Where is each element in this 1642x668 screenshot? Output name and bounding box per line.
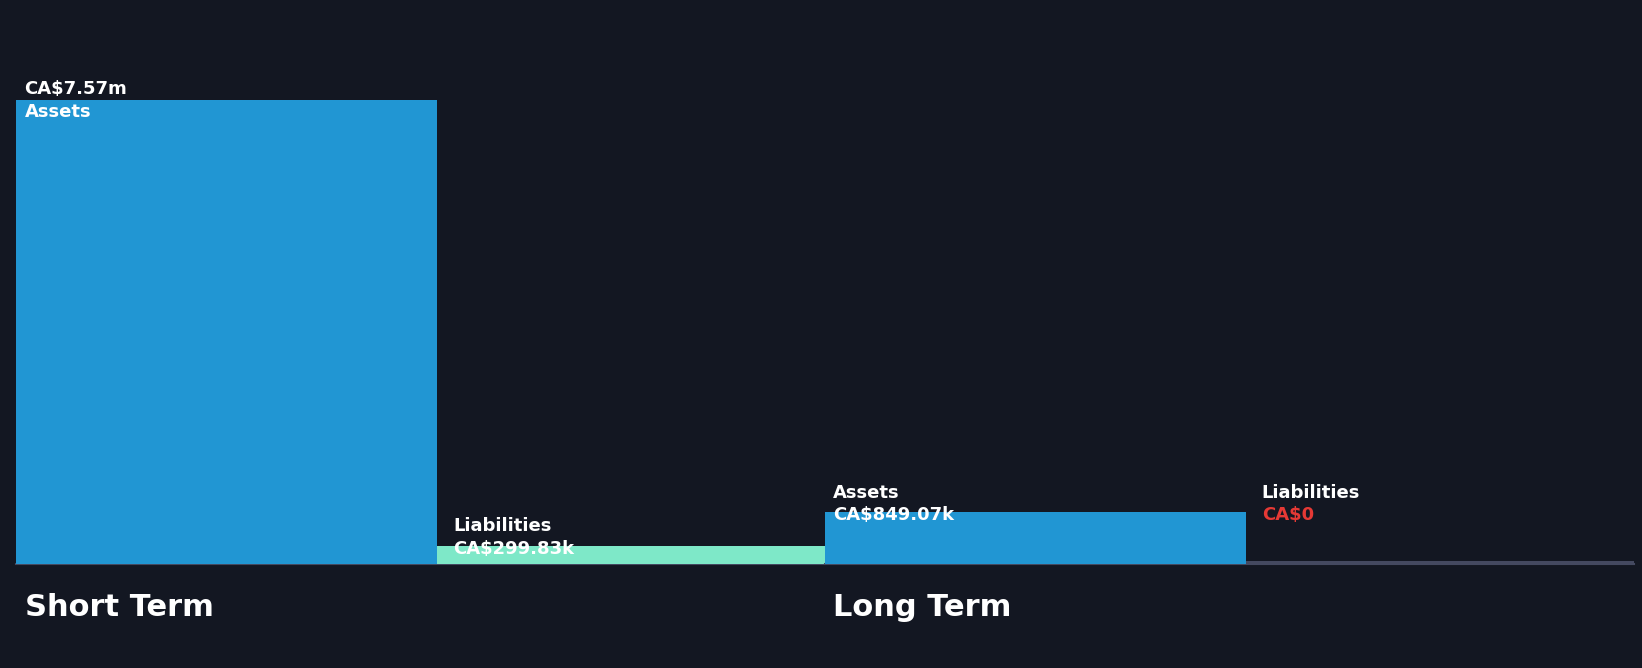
Text: Assets: Assets — [832, 484, 900, 502]
Text: Liabilities: Liabilities — [1261, 484, 1360, 502]
Text: Liabilities: Liabilities — [453, 517, 552, 535]
Text: Short Term: Short Term — [25, 593, 213, 623]
Text: CA$7.57m: CA$7.57m — [25, 79, 128, 98]
Text: Long Term: Long Term — [832, 593, 1011, 623]
Bar — [1246, 561, 1634, 564]
Bar — [16, 100, 437, 564]
Text: Assets: Assets — [25, 103, 92, 121]
Bar — [437, 546, 824, 564]
Text: CA$299.83k: CA$299.83k — [453, 540, 575, 558]
Text: CA$849.07k: CA$849.07k — [832, 506, 954, 524]
Text: CA$0: CA$0 — [1261, 506, 1314, 524]
Bar — [824, 512, 1246, 564]
